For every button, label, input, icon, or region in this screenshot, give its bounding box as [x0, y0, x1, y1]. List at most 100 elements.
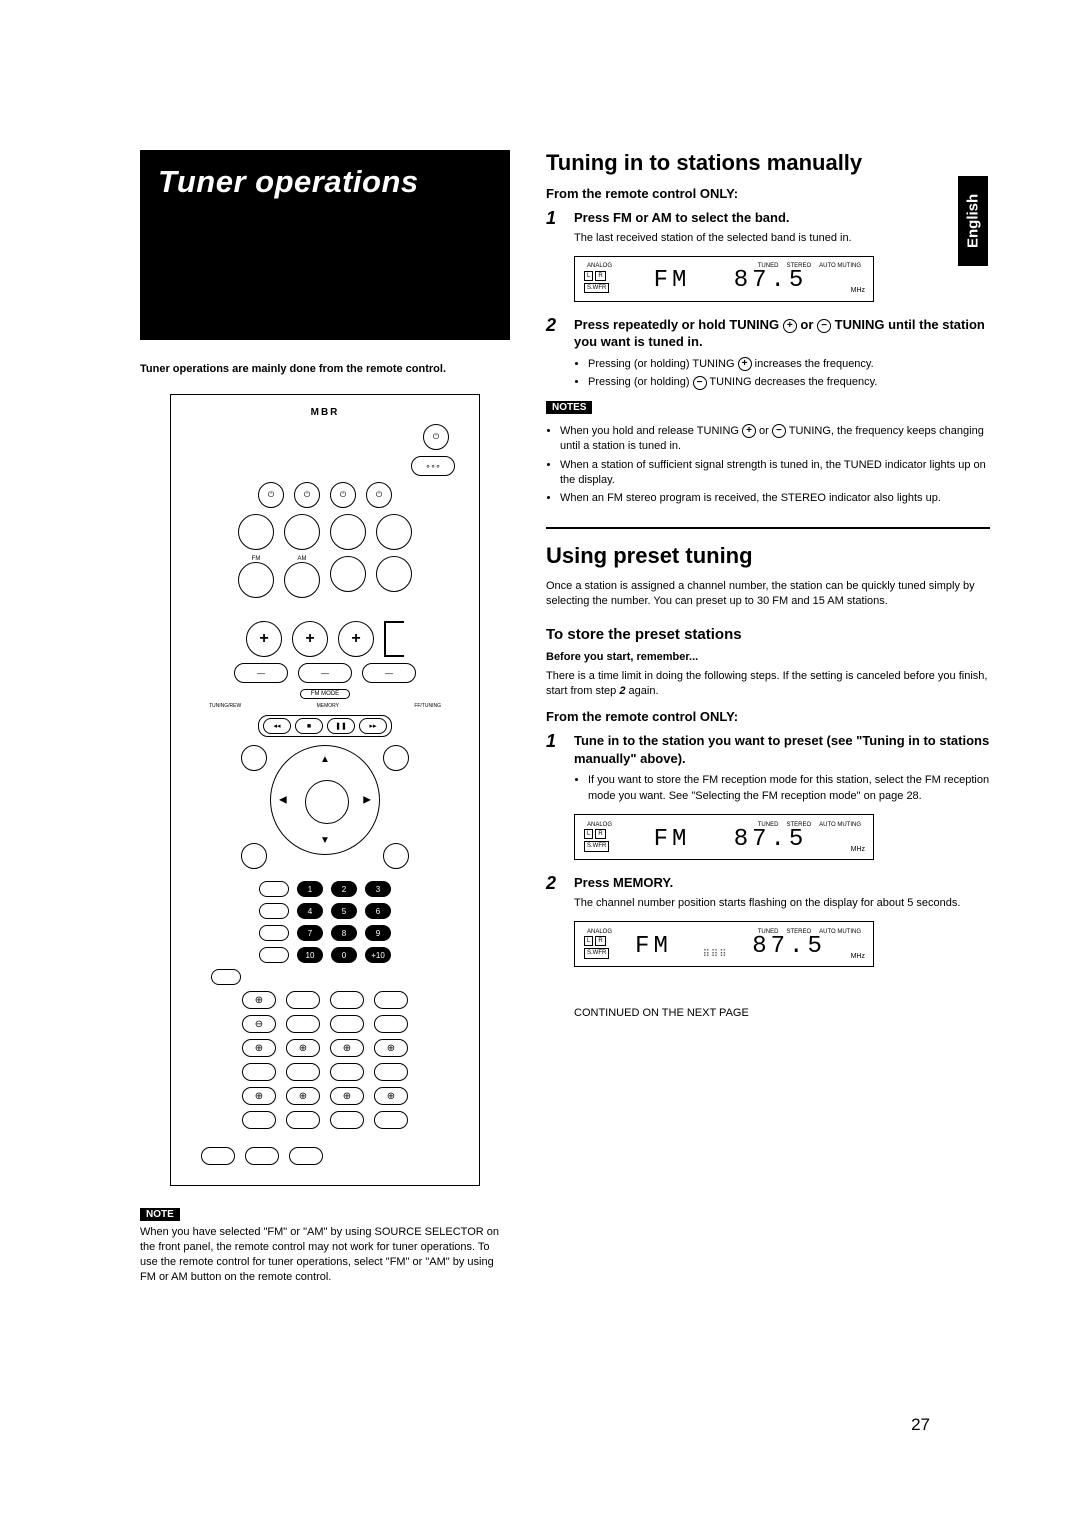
fn-btn: ⊕	[286, 1039, 320, 1057]
title-block: Tuner operations	[140, 150, 510, 340]
remember-text: There is a time limit in doing the follo…	[546, 669, 990, 700]
num-btn: 3	[365, 881, 391, 897]
num-btn: 5	[331, 903, 357, 919]
step-instruction: Tune in to the station you want to prese…	[574, 732, 990, 767]
num-btn: 0	[331, 947, 357, 963]
disp-swfr: S.WFR	[584, 841, 609, 851]
vol-up: +	[246, 621, 282, 657]
disp-l: L	[584, 271, 593, 281]
fn-btn	[286, 1063, 320, 1081]
step-number: 2	[546, 316, 564, 351]
fn-btn	[330, 1015, 364, 1033]
am-btn	[284, 562, 320, 598]
arrow-right-icon: ▶	[363, 795, 371, 806]
fn-btn	[374, 991, 408, 1009]
fn-btn	[242, 1111, 276, 1129]
src-btn: ⏻	[330, 482, 356, 508]
fn-btn	[286, 1111, 320, 1129]
pause-icon: ❚❚	[327, 718, 355, 734]
step-instruction: Press repeatedly or hold TUNING + or − T…	[574, 316, 990, 351]
remember-label: Before you start, remember...	[546, 651, 990, 663]
disp-l: L	[584, 829, 593, 839]
num-btn: +10	[365, 947, 391, 963]
corner-btn	[383, 843, 409, 869]
fn-btn	[374, 1063, 408, 1081]
step-instruction: Press FM or AM to select the band.	[574, 209, 990, 227]
fm-btn	[238, 562, 274, 598]
vol-down: —	[362, 663, 416, 683]
tuner-display: ANALOG TUNED STEREO AUTO MUTING LR S.WFR…	[574, 256, 874, 302]
disp-r: R	[595, 936, 605, 946]
step2-bullets: Pressing (or holding) TUNING + increases…	[574, 357, 990, 391]
bullet: Pressing (or holding) TUNING + increases…	[588, 357, 990, 372]
minus-icon: −	[693, 376, 707, 390]
vol-up: +	[338, 621, 374, 657]
power-icon: ⏻	[423, 424, 449, 450]
source-btn	[238, 514, 274, 550]
src-btn: ⏻	[366, 482, 392, 508]
num-btn: 1	[297, 881, 323, 897]
disp-freq: 87.5	[734, 267, 808, 294]
corner-btn	[241, 843, 267, 869]
disp-swfr: S.WFR	[584, 283, 609, 293]
transport-label: FF/TUNING	[414, 703, 441, 709]
src-btn: ⏻	[294, 482, 320, 508]
from-remote-label: From the remote control ONLY:	[546, 186, 990, 201]
source-btn	[376, 514, 412, 550]
page-number: 27	[911, 1415, 930, 1435]
step-detail: The channel number position starts flash…	[574, 896, 990, 911]
step-number: 1	[546, 732, 564, 767]
vol-down: —	[234, 663, 288, 683]
step-2: 2 Press repeatedly or hold TUNING + or −…	[546, 316, 990, 351]
fn-btn	[201, 1147, 235, 1165]
subsection-title: To store the preset stations	[546, 626, 990, 643]
page-columns: Tuner operations Tuner operations are ma…	[140, 150, 990, 1285]
intro-text: Tuner operations are mainly done from th…	[140, 362, 510, 376]
disp-r: R	[595, 829, 605, 839]
transport-label: MEMORY	[317, 703, 339, 709]
num-btn: 6	[365, 903, 391, 919]
language-tab: English	[958, 176, 988, 266]
bullet: Pressing (or holding) − TUNING decreases…	[588, 375, 990, 390]
fn-btn: ⊕	[330, 1039, 364, 1057]
fn-btn: ⊕	[242, 1039, 276, 1057]
note-label: NOTE	[140, 1208, 180, 1221]
page-title: Tuner operations	[158, 164, 419, 200]
vol-up: +	[292, 621, 328, 657]
disp-freq: 87.5	[752, 933, 826, 960]
fn-btn	[330, 1111, 364, 1129]
from-remote-label: From the remote control ONLY:	[546, 709, 990, 724]
disp-unit: MHz	[851, 846, 865, 853]
side-btn	[259, 925, 289, 941]
disp-r: R	[595, 271, 605, 281]
disp-band: FM	[635, 933, 672, 960]
note-text: When you have selected "FM" or "AM" by u…	[140, 1225, 510, 1284]
note-bullet: When you hold and release TUNING + or − …	[560, 424, 990, 455]
disp-band: FM	[654, 826, 691, 853]
num-btn: 4	[297, 903, 323, 919]
fn-btn: ⊕	[374, 1087, 408, 1105]
disp-unit: MHz	[851, 287, 865, 294]
disp-unit: MHz	[851, 953, 865, 960]
direction-pad: ▲ ▼ ◀ ▶	[270, 745, 380, 855]
side-btn	[259, 947, 289, 963]
mode-pill: ∘∘∘	[411, 456, 455, 476]
minus-icon: −	[817, 319, 831, 333]
source-btn	[330, 556, 366, 592]
plus-icon: +	[742, 424, 756, 438]
arrow-left-icon: ◀	[279, 795, 287, 806]
fn-btn: ⊕	[286, 1087, 320, 1105]
arrow-down-icon: ▼	[320, 835, 330, 846]
disp-l: L	[584, 936, 593, 946]
continued-label: CONTINUED ON THE NEXT PAGE	[574, 1007, 990, 1019]
note-bullet: When an FM stereo program is received, t…	[560, 491, 990, 506]
corner-btn	[241, 745, 267, 771]
num-btn: 2	[331, 881, 357, 897]
plus-icon: +	[738, 357, 752, 371]
fn-btn	[286, 1015, 320, 1033]
arrow-up-icon: ▲	[320, 754, 330, 765]
channel-flash-icon: ⠿⠿⠿	[703, 949, 728, 960]
s2-step-2: 2 Press MEMORY. The channel number posit…	[546, 874, 990, 911]
step-number: 2	[546, 874, 564, 911]
side-btn	[259, 881, 289, 897]
